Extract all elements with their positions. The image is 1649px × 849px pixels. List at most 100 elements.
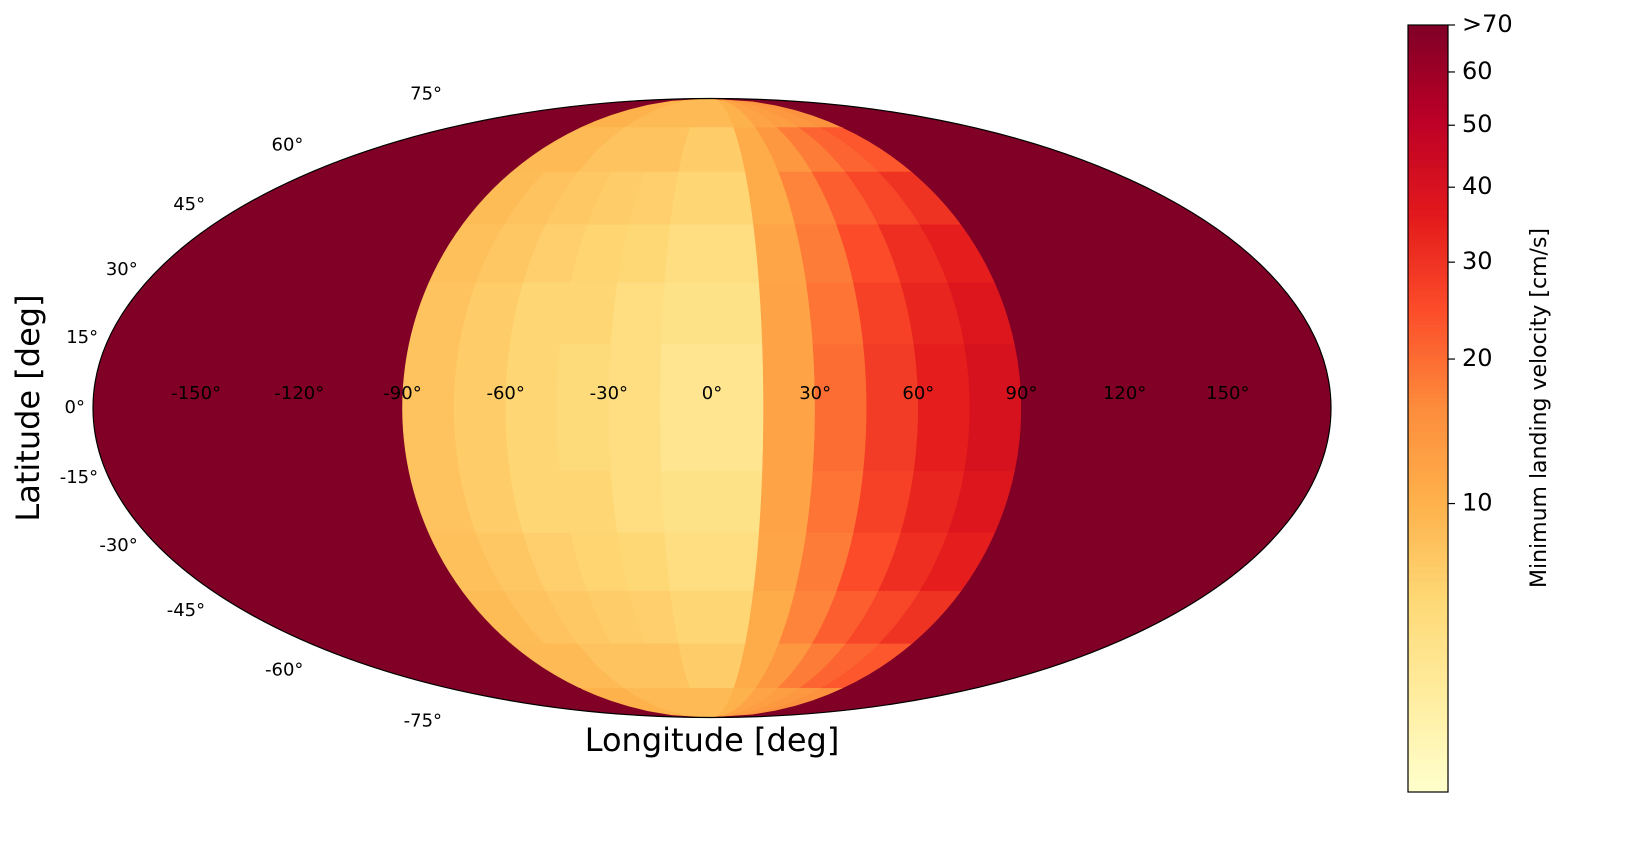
y-tick-label: 0° — [65, 397, 85, 418]
colorbar-band — [1408, 627, 1448, 632]
colorbar-band — [1408, 97, 1448, 103]
colorbar-band — [1408, 630, 1448, 636]
colorbar-band — [1408, 569, 1448, 574]
colorbar-band — [1408, 515, 1448, 521]
colorbar-band — [1408, 573, 1448, 578]
colorbar-band — [1408, 692, 1448, 697]
colorbar-band — [1408, 113, 1448, 118]
colorbar-band — [1408, 105, 1448, 110]
colorbar-band — [1408, 186, 1448, 191]
colorbar-band — [1408, 680, 1448, 686]
colorbar-band — [1408, 124, 1448, 130]
colorbar-band — [1408, 189, 1448, 195]
colorbar-band — [1408, 512, 1448, 517]
x-tick-label: 150° — [1206, 383, 1249, 404]
colorbar-band — [1408, 216, 1448, 222]
colorbar-band — [1408, 55, 1448, 61]
colorbar-band — [1408, 715, 1448, 720]
colorbar-band — [1408, 699, 1448, 705]
colorbar-band — [1408, 665, 1448, 670]
colorbar-tick-label: >70 — [1462, 10, 1513, 38]
y-axis-title: Latitude [deg] — [9, 294, 47, 521]
colorbar-frame — [1407, 24, 1449, 793]
colorbar-tick-label: 30 — [1462, 247, 1493, 275]
colorbar-band — [1408, 335, 1448, 341]
colorbar-band — [1408, 304, 1448, 310]
map-cell — [711, 407, 764, 472]
colorbar-band — [1408, 320, 1448, 325]
colorbar-band — [1408, 209, 1448, 214]
colorbar-band — [1408, 703, 1448, 709]
colorbar-band — [1408, 538, 1448, 544]
colorbar-band — [1408, 772, 1448, 778]
y-tick-label: -75° — [404, 710, 442, 731]
colorbar-band — [1408, 370, 1448, 375]
colorbar-band — [1408, 262, 1448, 268]
x-tick-label: 60° — [902, 383, 934, 404]
colorbar-band — [1408, 604, 1448, 609]
colorbar-band — [1408, 577, 1448, 582]
colorbar-band — [1408, 312, 1448, 318]
colorbar-band — [1408, 427, 1448, 433]
colorbar-band — [1408, 331, 1448, 337]
colorbar-band — [1408, 239, 1448, 245]
colorbar-band — [1408, 462, 1448, 467]
colorbar-band — [1408, 684, 1448, 690]
colorbar-band — [1408, 496, 1448, 502]
colorbar-band — [1408, 584, 1448, 590]
y-tick-label: 75° — [410, 84, 442, 105]
colorbar-band — [1408, 109, 1448, 114]
colorbar-band — [1408, 63, 1448, 68]
colorbar-tick-label: 60 — [1462, 57, 1493, 85]
colorbar-band — [1408, 531, 1448, 536]
y-tick-label: -60° — [265, 659, 303, 680]
colorbar-band — [1408, 381, 1448, 387]
colorbar-band — [1408, 232, 1448, 237]
x-axis-title: Longitude [deg] — [585, 721, 840, 759]
colorbar-band — [1408, 51, 1448, 57]
colorbar-band — [1408, 178, 1448, 183]
colorbar-band — [1408, 343, 1448, 348]
map-cell — [660, 407, 713, 472]
colorbar-band — [1408, 554, 1448, 559]
colorbar-band — [1408, 458, 1448, 463]
colorbar-band — [1408, 788, 1448, 793]
colorbar-band — [1408, 247, 1448, 252]
colorbar-band — [1408, 266, 1448, 272]
colorbar-band — [1408, 412, 1448, 417]
colorbar-band — [1408, 270, 1448, 275]
colorbar-band — [1408, 435, 1448, 440]
colorbar-band — [1408, 147, 1448, 153]
colorbar-band — [1408, 400, 1448, 406]
colorbar-band — [1408, 561, 1448, 567]
colorbar-band — [1408, 546, 1448, 551]
colorbar-band — [1408, 638, 1448, 644]
map-cell — [556, 407, 612, 472]
colorbar-band — [1408, 132, 1448, 137]
colorbar-band — [1408, 174, 1448, 179]
colorbar-band — [1408, 439, 1448, 444]
colorbar-band — [1408, 163, 1448, 168]
colorbar-band — [1408, 492, 1448, 498]
x-tick-label: -30° — [590, 383, 628, 404]
map-cell — [762, 407, 816, 472]
colorbar-band — [1408, 523, 1448, 528]
colorbar-band — [1408, 224, 1448, 229]
colorbar-band — [1408, 373, 1448, 379]
map-cell — [863, 407, 919, 472]
colorbar-band — [1408, 316, 1448, 321]
colorbar-band — [1408, 281, 1448, 287]
map-cell — [758, 282, 814, 345]
colorbar-band — [1408, 615, 1448, 621]
map-cell — [711, 224, 760, 284]
colorbar-band — [1408, 446, 1448, 452]
map-cell — [1014, 407, 1074, 472]
colorbar-band — [1408, 673, 1448, 678]
colorbar-band — [1408, 500, 1448, 505]
colorbar-band — [1408, 274, 1448, 279]
colorbar-band — [1408, 477, 1448, 482]
colorbar-band — [1408, 297, 1448, 302]
y-tick-label: -15° — [60, 467, 98, 488]
colorbar-band — [1408, 600, 1448, 605]
